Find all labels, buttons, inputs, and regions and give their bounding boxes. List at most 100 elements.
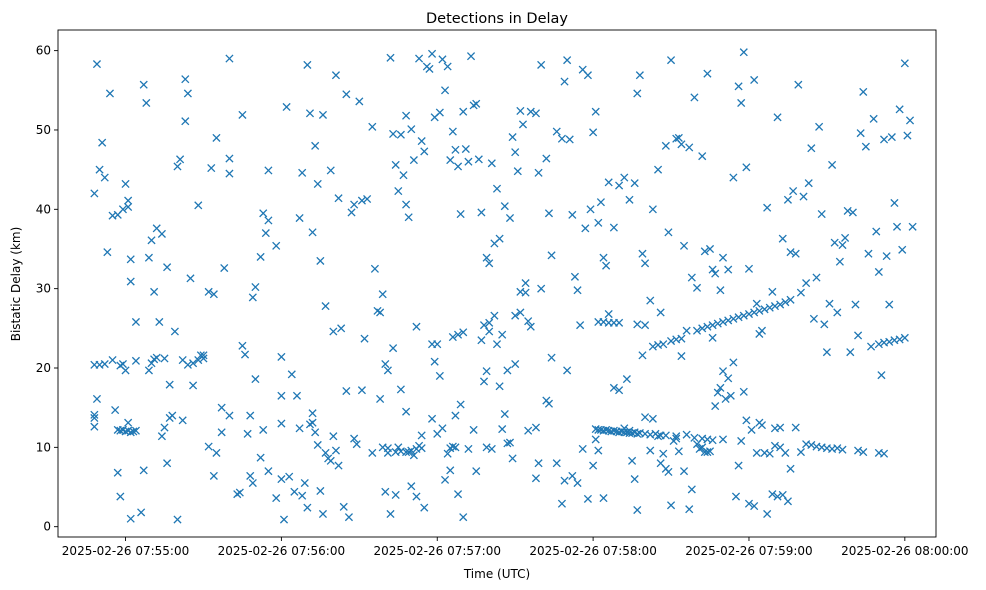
- scatter-point: [264, 467, 273, 476]
- scatter-point: [352, 440, 361, 449]
- scatter-point: [329, 432, 338, 441]
- scatter-point: [718, 317, 728, 327]
- scatter-point: [789, 187, 798, 196]
- scatter-point: [459, 513, 468, 522]
- scatter-point: [181, 117, 190, 126]
- scatter-point: [207, 163, 216, 173]
- scatter-point: [542, 154, 551, 163]
- scatter-point: [620, 424, 629, 433]
- scatter-point: [817, 210, 826, 219]
- scatter-point: [770, 441, 780, 450]
- scatter-point: [420, 147, 429, 156]
- scatter-point: [641, 259, 650, 268]
- scatter-point: [440, 86, 450, 95]
- scatter-point: [856, 129, 865, 138]
- scatter-point: [118, 205, 128, 214]
- scatter-point: [713, 388, 722, 397]
- scatter-point: [300, 478, 309, 488]
- scatter-point: [659, 340, 668, 349]
- scatter-point: [466, 52, 476, 61]
- scatter-point: [240, 350, 250, 359]
- scatter-point: [685, 505, 694, 514]
- scatter-point: [833, 308, 842, 317]
- scatter-point: [521, 279, 530, 288]
- scatter-point: [737, 98, 746, 108]
- scatter-point: [482, 367, 491, 376]
- scatter-point: [859, 448, 868, 457]
- scatter-point: [687, 485, 696, 494]
- scatter-point: [828, 160, 837, 169]
- scatter-point: [609, 426, 618, 435]
- scatter-point: [92, 60, 102, 69]
- scatter-point: [721, 394, 730, 404]
- scatter-point: [256, 252, 265, 261]
- scatter-point: [394, 443, 403, 452]
- scatter-point: [360, 334, 369, 343]
- scatter-point: [355, 97, 364, 106]
- scatter-point: [407, 482, 416, 491]
- scatter-point: [773, 492, 782, 501]
- scatter-point: [155, 317, 164, 327]
- scatter-point: [113, 468, 122, 477]
- scatter-point: [563, 366, 572, 375]
- scatter-point: [674, 133, 683, 142]
- scatter-point: [321, 448, 330, 457]
- scatter-point: [92, 394, 102, 404]
- scatter-point: [303, 60, 312, 69]
- scatter-point: [690, 93, 699, 102]
- scatter-point: [739, 311, 748, 320]
- scatter-point: [630, 475, 639, 484]
- scatter-point: [272, 494, 281, 503]
- scatter-point: [430, 357, 439, 366]
- scatter-point: [602, 261, 611, 270]
- scatter-point: [204, 287, 213, 296]
- scatter-point: [472, 467, 481, 476]
- scatter-point: [534, 168, 543, 177]
- scatter-point: [718, 435, 728, 444]
- scatter-point: [677, 352, 686, 361]
- scatter-point: [679, 467, 689, 476]
- scatter-point: [796, 448, 805, 457]
- scatter-point: [508, 454, 517, 463]
- scatter-point: [547, 251, 556, 260]
- scatter-point: [292, 391, 302, 400]
- scatter-point: [448, 442, 457, 451]
- scatter-point: [144, 253, 153, 262]
- scatter-point: [586, 205, 595, 214]
- scatter-point: [217, 428, 226, 437]
- scatter-point: [781, 298, 790, 307]
- scatter-point: [838, 240, 847, 250]
- scatter-point: [521, 288, 530, 297]
- scatter-point: [846, 348, 855, 357]
- scatter-point: [311, 428, 320, 437]
- scatter-point: [648, 342, 657, 351]
- scatter-point: [604, 309, 613, 319]
- scatter-point: [776, 423, 785, 432]
- scatter-point: [552, 459, 561, 468]
- scatter-point: [750, 75, 759, 85]
- scatter-point: [259, 425, 268, 434]
- scatter-point: [568, 210, 577, 219]
- scatter-point: [778, 234, 787, 243]
- scatter-point: [487, 444, 496, 453]
- scatter-point: [835, 257, 844, 266]
- x-axis-label: Time (UTC): [463, 567, 530, 581]
- scatter-point: [342, 386, 351, 396]
- scatter-point: [763, 509, 772, 519]
- scatter-point: [383, 366, 392, 375]
- x-tick-label: 2025-02-26 08:00:00: [841, 544, 968, 558]
- scatter-point: [415, 441, 424, 450]
- scatter-point: [272, 241, 281, 250]
- scatter-point: [152, 353, 161, 362]
- scatter-point: [537, 284, 546, 293]
- scatter-point: [311, 141, 320, 150]
- scatter-point: [318, 509, 328, 519]
- scatter-point: [303, 503, 312, 512]
- scatter-point: [898, 245, 907, 254]
- scatter-point: [451, 411, 460, 420]
- scatter-point: [531, 423, 541, 432]
- scatter-point: [776, 300, 785, 309]
- scatter-point: [461, 144, 470, 154]
- scatter-point: [256, 453, 265, 462]
- scatter-point: [163, 263, 172, 272]
